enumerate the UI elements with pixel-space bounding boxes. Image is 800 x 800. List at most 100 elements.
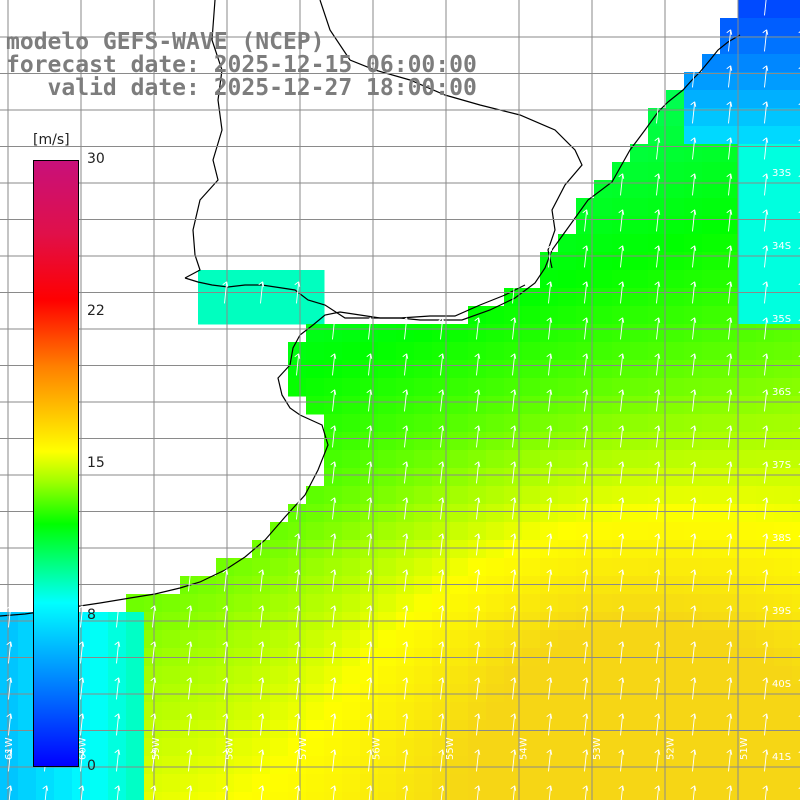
wind-speed-cell: [720, 306, 739, 325]
wind-speed-cell: [234, 792, 253, 800]
wind-speed-cell: [342, 360, 361, 379]
wind-arrow: [726, 785, 733, 800]
wind-arrow: [114, 749, 121, 772]
wind-speed-cell: [666, 306, 685, 325]
wind-arrow: [654, 353, 661, 376]
wind-speed-cell: [234, 720, 253, 739]
wind-arrow: [582, 749, 589, 772]
wind-speed-cell: [702, 414, 721, 433]
wind-speed-cell: [774, 540, 793, 559]
wind-speed-cell: [432, 666, 451, 685]
wind-arrow: [258, 605, 265, 628]
wind-arrow: [798, 715, 800, 718]
wind-arrow: [690, 101, 697, 124]
wind-speed-cell: [270, 288, 289, 307]
wind-arrow: [798, 103, 800, 106]
wind-speed-cell: [378, 594, 397, 613]
wind-arrow: [330, 425, 337, 448]
wind-arrow: [438, 317, 445, 340]
wind-arrow: [438, 461, 445, 484]
wind-arrow: [726, 605, 733, 628]
wind-speed-cell: [594, 630, 613, 649]
wind-arrow: [618, 245, 625, 268]
wind-speed-cell: [774, 792, 793, 800]
wind-speed-cell: [126, 684, 145, 703]
wind-arrow: [222, 713, 229, 736]
wind-speed-cell: [486, 486, 505, 505]
wind-speed-cell: [432, 414, 451, 433]
wind-speed-cell: [414, 630, 433, 649]
wind-speed-cell: [630, 288, 649, 307]
wind-arrow: [762, 713, 769, 736]
wind-arrow: [294, 749, 301, 772]
wind-speed-cell: [270, 720, 289, 739]
wind-speed-cell: [594, 414, 613, 433]
wind-arrow: [726, 425, 733, 448]
wind-speed-cell: [486, 324, 505, 343]
wind-speed-cell: [522, 702, 541, 721]
wind-speed-cell: [432, 774, 451, 793]
wind-speed-cell: [342, 396, 361, 415]
wind-arrow: [618, 713, 625, 736]
wind-speed-cell: [666, 540, 685, 559]
wind-speed-cell: [648, 702, 667, 721]
latitude-label: 34S: [772, 241, 791, 252]
wind-speed-cell: [738, 126, 757, 145]
wind-speed-cell: [540, 306, 559, 325]
wind-speed-cell: [630, 450, 649, 469]
wind-arrow: [546, 569, 553, 592]
wind-arrow: [654, 677, 661, 700]
wind-speed-cell: [738, 756, 757, 775]
wind-speed-cell: [342, 684, 361, 703]
wind-speed-cell: [522, 792, 541, 800]
wind-speed-cell: [738, 792, 757, 800]
wind-speed-cell: [648, 162, 667, 181]
wind-speed-cell: [378, 792, 397, 800]
wind-arrow: [798, 571, 800, 574]
wind-speed-cell: [558, 432, 577, 451]
wind-speed-cell: [198, 270, 217, 289]
wind-speed-cell: [738, 576, 757, 595]
wind-speed-cell: [738, 234, 757, 253]
wind-speed-cell: [612, 342, 631, 361]
wind-arrow: [762, 785, 769, 800]
uruguay-coast: [184, 0, 223, 279]
wind-speed-cell: [684, 306, 703, 325]
wind-speed-cell: [702, 486, 721, 505]
wind-speed-cell: [414, 522, 433, 541]
wind-arrow: [798, 175, 800, 178]
wind-speed-cell: [504, 522, 523, 541]
wind-speed-cell: [558, 234, 577, 253]
wind-arrow: [330, 569, 337, 592]
wind-speed-cell: [774, 324, 793, 343]
wind-speed-cell: [774, 558, 793, 577]
wind-speed-cell: [738, 72, 757, 91]
wind-arrow: [474, 389, 481, 412]
wind-speed-cell: [774, 162, 793, 181]
wind-speed-cell: [306, 684, 325, 703]
wind-speed-cell: [378, 396, 397, 415]
wind-arrow: [510, 569, 517, 592]
wind-speed-cell: [702, 540, 721, 559]
wind-speed-cell: [396, 702, 415, 721]
wind-arrow: [618, 497, 625, 520]
wind-speed-cell: [738, 630, 757, 649]
wind-speed-cell: [594, 504, 613, 523]
wind-speed-cell: [594, 252, 613, 271]
wind-speed-cell: [522, 774, 541, 793]
wind-arrow: [330, 389, 337, 412]
wind-arrow: [510, 461, 517, 484]
wind-speed-cell: [594, 540, 613, 559]
wind-speed-cell: [342, 540, 361, 559]
wind-speed-cell: [720, 270, 739, 289]
wind-speed-cell: [612, 162, 631, 181]
wind-arrow: [726, 749, 733, 772]
wind-arrow: [798, 283, 800, 286]
wind-speed-cell: [756, 486, 775, 505]
wind-speed-cell: [792, 720, 800, 739]
wind-speed-cell: [324, 594, 343, 613]
wind-speed-cell: [666, 432, 685, 451]
wind-speed-cell: [774, 432, 793, 451]
model-title: modelo GEFS-WAVE (NCEP): [6, 29, 325, 55]
wind-speed-cell: [270, 540, 289, 559]
